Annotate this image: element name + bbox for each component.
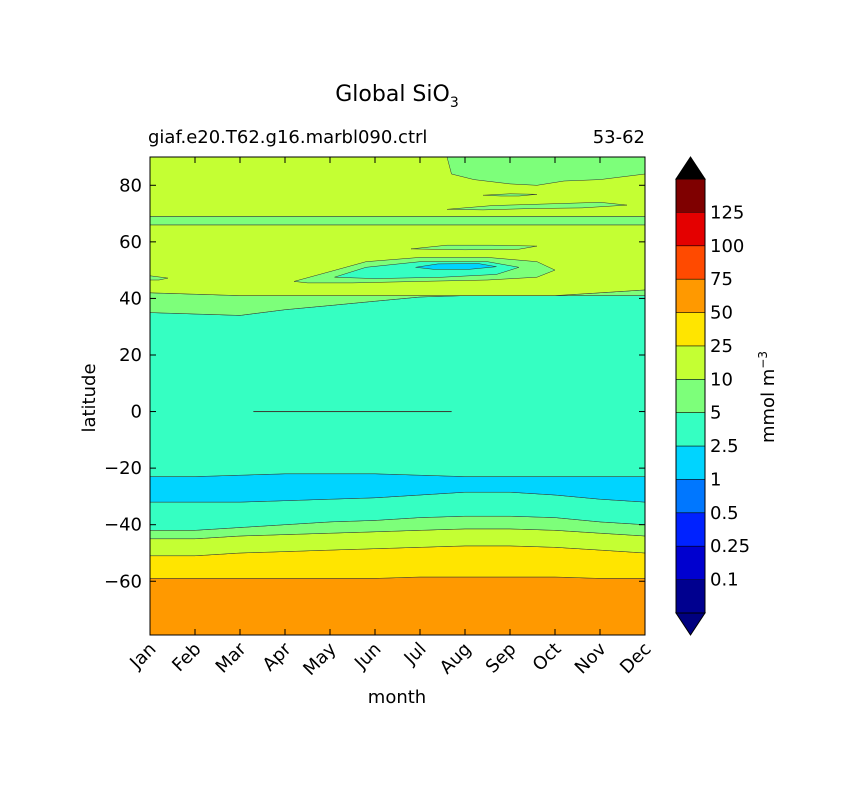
colorbar-tick-label: 0.1 (710, 570, 739, 591)
colorbar: 0.1 0.25 0.5 1 2.5 5 10 25 50 75 100 125 (675, 156, 750, 636)
colorbar-frame (675, 178, 706, 614)
y-tick-label: 60 (119, 232, 142, 253)
colorbar-segment (676, 179, 705, 213)
contour-patch-5 (446, 157, 645, 186)
colorbar-extend-min (675, 612, 706, 636)
y-tick-label: 80 (119, 175, 142, 196)
x-tick-label-oct: Oct (529, 639, 566, 676)
chart-subtitle-left: giaf.e20.T62.g16.marbl090.ctrl (148, 127, 427, 148)
colorbar-segment (676, 245, 705, 280)
x-tick-label-mar: Mar (212, 638, 251, 677)
colorbar-segment (676, 279, 705, 313)
colorbar-label-superscript: −3 (756, 351, 770, 369)
contour-band-7 (150, 295, 645, 477)
colorbar-extend-max (675, 156, 706, 180)
y-tick-label: −60 (104, 571, 142, 592)
colorbar-tick-label: 1 (710, 470, 721, 491)
y-axis: −60 −40 −20 0 20 40 60 80 (104, 175, 645, 592)
colorbar-segment (676, 546, 705, 580)
y-tick-label: 20 (119, 345, 142, 366)
x-tick-label-feb: Feb (168, 639, 205, 676)
contour-patch-3 (415, 263, 497, 270)
x-tick-label-dec: Dec (616, 639, 655, 678)
colorbar-tick-label: 50 (710, 303, 733, 324)
y-tick-label: −20 (104, 458, 142, 479)
colorbar-segment (676, 579, 705, 613)
plot-frame (149, 156, 646, 636)
colorbar-segment (676, 412, 705, 447)
contour-fill-area (150, 157, 645, 635)
x-tick-label-nov: Nov (571, 638, 611, 678)
x-tick-label-jul: Jul (400, 639, 431, 670)
contour-band-10 (150, 216, 645, 226)
y-tick-label: 0 (131, 402, 142, 423)
colorbar-tick-label: 75 (710, 269, 733, 290)
contour-patch-4 (410, 244, 538, 251)
colorbar-tick-label: 10 (710, 369, 733, 390)
x-tick-label-may: May (299, 638, 340, 679)
colorbar-segment (676, 446, 705, 480)
contour-patch-9 (253, 411, 452, 413)
chart-title-subscript: 3 (450, 95, 459, 111)
colorbar-tick-label: 5 (710, 403, 721, 424)
y-tick-label: −40 (104, 515, 142, 536)
contour-patch-7 (482, 193, 538, 197)
x-axis-label: month (368, 687, 426, 708)
colorbar-segment (676, 379, 705, 413)
colorbar-segment (676, 345, 705, 380)
contour-patch-6 (446, 202, 628, 211)
colorbar-segment (676, 512, 705, 547)
x-tick-label-jan: Jan (125, 639, 160, 674)
colorbar-label: mmol m−3 (756, 351, 779, 443)
chart-subtitle-right: 53-62 (593, 127, 645, 148)
colorbar-tick-label: 100 (710, 236, 744, 257)
x-tick-label-aug: Aug (436, 639, 476, 679)
x-tick-label-sep: Sep (482, 639, 521, 678)
colorbar-tick-label: 125 (710, 202, 744, 223)
x-tick-label-jun: Jun (350, 639, 385, 674)
y-axis-label: latitude (79, 363, 100, 432)
colorbar-segment (676, 479, 705, 513)
y-tick-label: 40 (119, 288, 142, 309)
colorbar-tick-label: 0.5 (710, 503, 739, 524)
colorbar-segment (676, 312, 705, 346)
colorbar-tick-label: 25 (710, 336, 733, 357)
contour-band-1 (150, 576, 645, 635)
contour-patch-8 (150, 275, 169, 281)
x-tick-label-apr: Apr (259, 638, 296, 675)
colorbar-tick-label: 2.5 (710, 436, 739, 457)
colorbar-segment (676, 212, 705, 246)
colorbar-tick-label: 0.25 (710, 536, 750, 557)
chart-title: Global SiO3 (335, 82, 459, 111)
